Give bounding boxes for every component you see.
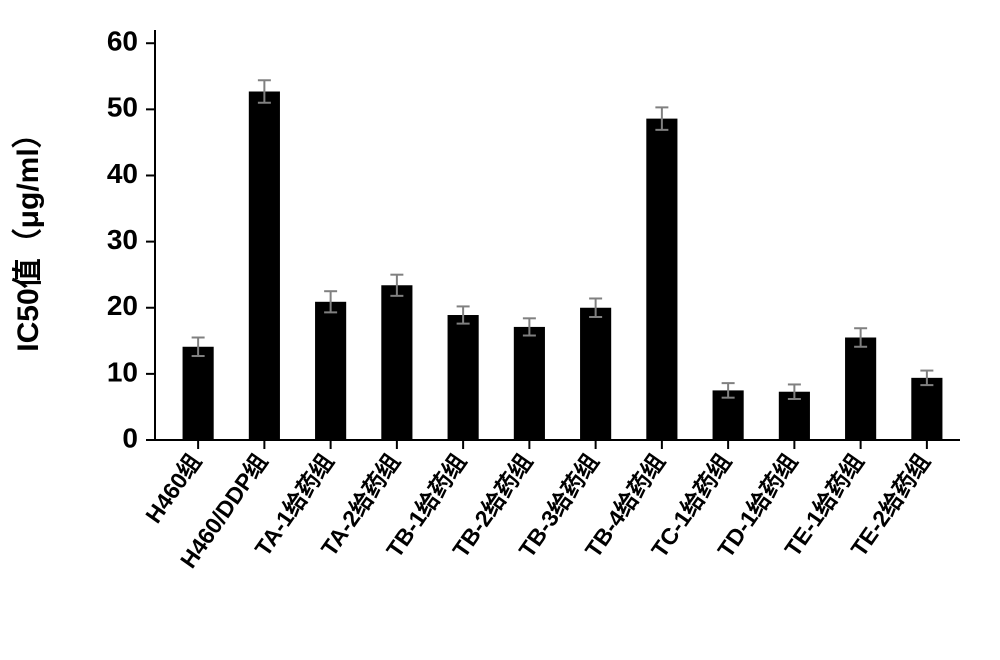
bar <box>448 315 479 440</box>
bar <box>580 308 611 440</box>
bar <box>315 302 346 440</box>
y-tick-label: 10 <box>107 356 138 387</box>
bar <box>845 338 876 441</box>
y-tick-label: 0 <box>122 422 138 453</box>
x-tick-label: H460组 <box>140 449 206 528</box>
y-tick-label: 40 <box>107 158 138 189</box>
bar <box>514 327 545 440</box>
bar <box>183 347 214 440</box>
bar <box>911 378 942 440</box>
ic50-bar-chart: 0102030405060IC50值（μg/ml）H460组H460/DDP组T… <box>0 0 1000 660</box>
y-tick-label: 50 <box>107 92 138 123</box>
bar <box>249 92 280 441</box>
bar <box>646 119 677 440</box>
y-tick-label: 60 <box>107 26 138 57</box>
y-axis-title: IC50值（μg/ml） <box>11 118 45 351</box>
y-tick-label: 30 <box>107 224 138 255</box>
y-tick-label: 20 <box>107 290 138 321</box>
bar <box>381 285 412 440</box>
